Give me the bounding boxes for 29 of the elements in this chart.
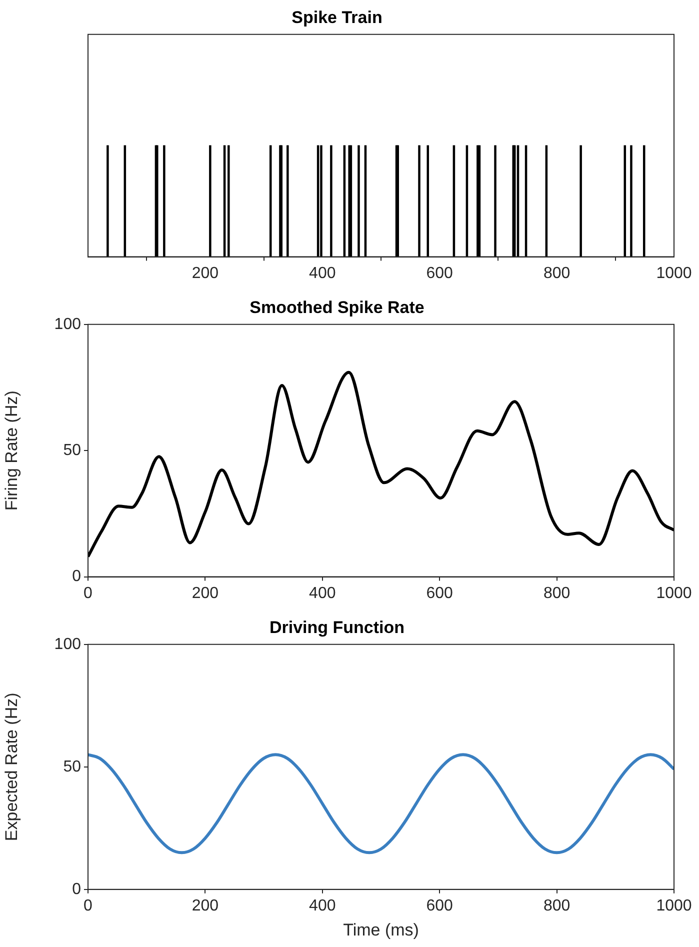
x-tick-label: 0 [84, 897, 93, 914]
x-axis-title: Time (ms) [343, 920, 419, 940]
y-tick-label: 50 [63, 758, 82, 776]
x-tick-label: 200 [192, 584, 219, 602]
x-tick-label: 200 [192, 264, 219, 282]
x-tick-label: 800 [543, 584, 570, 602]
chart-title: Smoothed Spike Rate [250, 298, 424, 317]
x-tick-label: 800 [543, 264, 570, 282]
x-tick-label: 600 [426, 264, 454, 282]
y-tick-label: 0 [72, 568, 82, 586]
y-axis-title: Expected Rate (Hz) [2, 692, 21, 842]
x-tick-label: 600 [426, 897, 454, 914]
y-tick-label: 0 [72, 880, 82, 898]
x-tick-label: 800 [543, 897, 570, 914]
y-tick-label: 50 [63, 442, 82, 460]
y-axis-title: Firing Rate (Hz) [2, 390, 21, 511]
x-tick-label: 400 [309, 584, 336, 602]
y-tick-label: 100 [54, 636, 82, 653]
x-tick-label: 400 [309, 264, 336, 282]
y-tick-label: 100 [54, 316, 82, 333]
x-tick-label: 1000 [656, 264, 692, 282]
x-tick-label: 200 [192, 897, 219, 914]
chart-title: Driving Function [269, 618, 405, 637]
x-tick-label: 600 [426, 584, 454, 602]
x-tick-label: 0 [84, 584, 93, 602]
chart-title: Spike Train [292, 8, 382, 27]
x-tick-label: 400 [309, 897, 336, 914]
x-tick-label: 1000 [656, 897, 692, 914]
x-tick-label: 1000 [656, 584, 692, 602]
